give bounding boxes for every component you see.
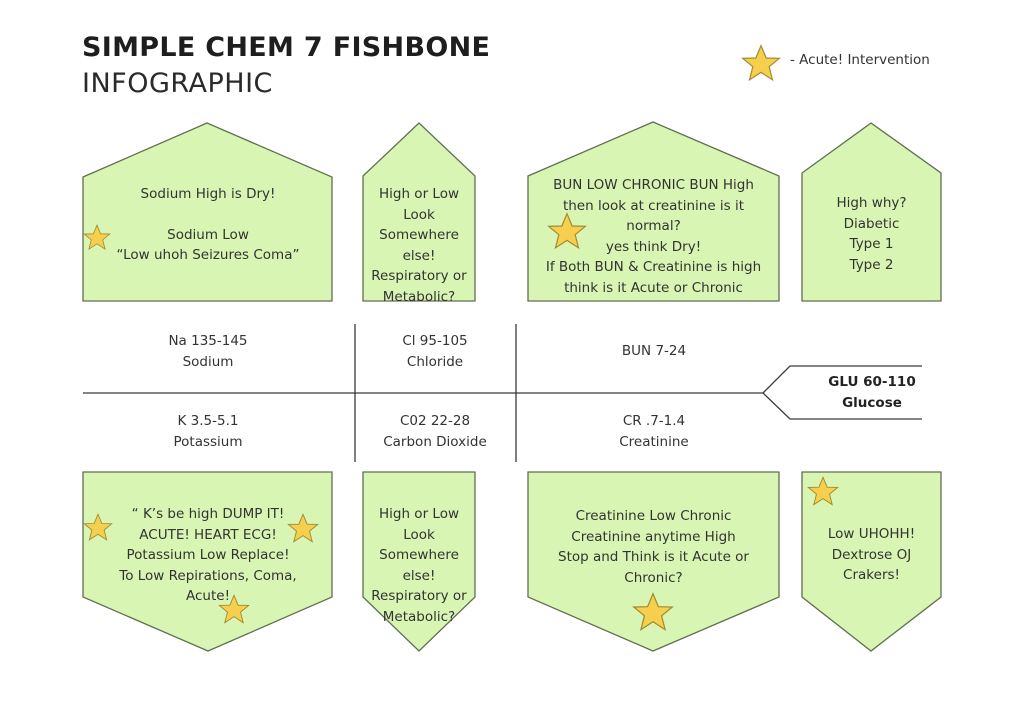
lab-sodium: Na 135-145 Sodium	[108, 331, 308, 372]
bottom-box-potassium	[82, 471, 333, 652]
text-line: else!	[402, 567, 436, 584]
text-line: Chronic?	[624, 569, 683, 586]
text-line: Acute!	[186, 588, 230, 604]
text-line: think is it Acute or Chronic	[564, 279, 743, 296]
text-line: Creatinine Low Chronic	[575, 508, 732, 524]
top-box-chloride-text: High or Low Look Somewhere else! Respira…	[363, 184, 475, 307]
lab-range: C02 22-28	[399, 413, 471, 429]
top-box-bun-text: BUN LOW CHRONIC BUN High then look at cr…	[528, 175, 779, 298]
lab-chloride: Cl 95-105 Chloride	[335, 331, 535, 372]
text-line: Low UHOHH!	[827, 526, 916, 542]
lab-creatinine: CR .7-1.4 Creatinine	[554, 411, 754, 452]
text-line: Sodium Low	[167, 226, 249, 243]
text-line: To Low Repirations, Coma,	[119, 567, 297, 584]
title-line-2: INFOGRAPHIC	[82, 68, 273, 99]
text-line: Potassium Low Replace!	[126, 547, 290, 563]
text-line: else!	[402, 247, 436, 264]
lab-range: Na 135-145	[168, 333, 248, 349]
lab-name: Glucose	[842, 395, 902, 411]
text-line: If Both BUN & Creatinine is high	[545, 259, 762, 275]
text-line: ACUTE! HEART ECG!	[139, 526, 277, 543]
lab-co2: C02 22-28 Carbon Dioxide	[335, 411, 535, 452]
text-line: High or Low	[378, 186, 459, 202]
top-box-chloride	[362, 122, 476, 302]
bottom-box-potassium-text: “ K’s be high DUMP IT! ACUTE! HEART ECG!…	[90, 504, 326, 607]
legend-label: - Acute! Intervention	[790, 52, 930, 68]
text-line: Stop and Think is it Acute or	[558, 549, 749, 565]
bottom-box-glucose	[801, 471, 942, 652]
text-line: then look at creatinine is it	[562, 197, 745, 214]
bottom-box-glucose-text: Low UHOHH! Dextrose OJ Crakers!	[802, 524, 941, 586]
text-line: Type 1	[849, 236, 894, 252]
bottom-box-co2	[362, 471, 476, 652]
text-line: Metabolic?	[382, 288, 456, 305]
top-box-sodium	[82, 122, 333, 302]
lab-range: K 3.5-5.1	[177, 413, 239, 429]
text-line: Dextrose OJ	[831, 546, 912, 563]
text-line: Crakers!	[843, 567, 900, 583]
lab-range: Cl 95-105	[402, 333, 468, 349]
text-line: Respiratory or	[371, 588, 467, 604]
lab-name: Carbon Dioxide	[383, 433, 487, 450]
text-line: normal?	[626, 218, 681, 234]
text-line: Look Somewhere	[379, 526, 459, 564]
text-line: High why?	[836, 195, 907, 211]
bottom-box-co2-text: High or Low Look Somewhere else! Respira…	[363, 504, 475, 627]
text-line: Metabolic?	[382, 608, 456, 625]
lab-name: Sodium	[182, 353, 234, 370]
lab-name: Creatinine	[619, 433, 689, 450]
lab-range: BUN 7-24	[621, 343, 687, 359]
text-line: Sodium High is Dry!	[140, 186, 276, 202]
bottom-box-creatinine-text: Creatinine Low Chronic Creatinine anytim…	[528, 506, 779, 588]
lab-range: CR .7-1.4	[622, 413, 686, 429]
text-line: Respiratory or	[371, 268, 467, 284]
lab-name: Potassium	[173, 433, 243, 450]
lab-range: GLU 60-110	[828, 374, 916, 390]
lab-potassium: K 3.5-5.1 Potassium	[108, 411, 308, 452]
top-box-bun	[527, 121, 780, 302]
fishbone-head	[762, 365, 922, 420]
text-line: yes think Dry!	[605, 238, 702, 255]
text-line: Creatinine anytime High	[571, 528, 736, 545]
lab-name: Chloride	[406, 353, 464, 370]
top-box-glucose-text: High why? Diabetic Type 1 Type 2	[802, 193, 941, 275]
text-line: Diabetic	[843, 215, 900, 232]
text-line: “ K’s be high DUMP IT!	[131, 506, 285, 522]
title-line-1: SIMPLE CHEM 7 FISHBONE	[82, 32, 491, 63]
text-line: Type 2	[849, 256, 894, 273]
lab-bun: BUN 7-24	[554, 341, 754, 362]
star-icon	[742, 45, 780, 81]
bottom-box-creatinine	[527, 471, 780, 652]
text-line: “Low uhoh Seizures Coma”	[116, 247, 300, 263]
text-line: Look Somewhere	[379, 206, 459, 244]
lab-glucose: GLU 60-110 Glucose	[812, 372, 932, 414]
text-line: High or Low	[378, 506, 459, 522]
text-line: BUN LOW CHRONIC BUN High	[553, 177, 754, 193]
top-box-glucose	[801, 122, 942, 302]
top-box-sodium-text: Sodium High is Dry! Sodium Low “Low uhoh…	[90, 184, 326, 266]
